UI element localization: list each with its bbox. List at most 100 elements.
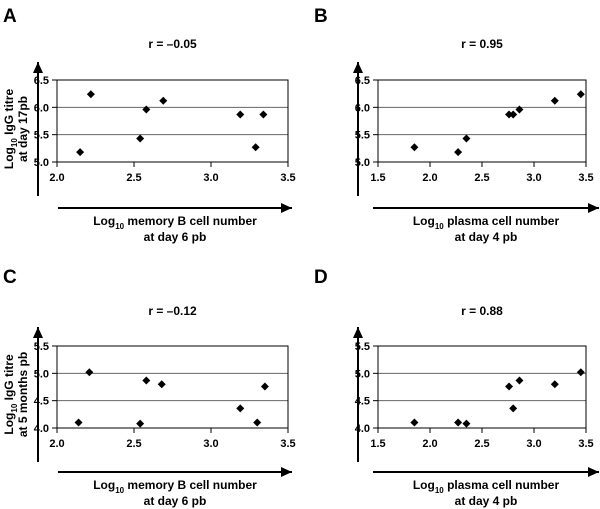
panel-b-data-point <box>509 110 518 119</box>
panel-a-xtick-label: 2.0 <box>49 172 64 184</box>
panel-b-data-point <box>410 143 419 152</box>
panel-a-xtick-label: 3.0 <box>203 172 218 184</box>
panel-a-ylabel: Log10 IgG titre at day 17pb <box>2 89 30 170</box>
panel-a-x-arrow <box>58 203 292 213</box>
panel-c-r-label: r = –0.12 <box>148 304 197 318</box>
panel-b-letter: B <box>314 6 328 27</box>
panel-c-data-point <box>142 376 151 385</box>
panel-b-xtick-label: 2.0 <box>422 172 437 184</box>
panel-c-data-point <box>260 382 269 391</box>
panel-a-data-point <box>136 134 145 143</box>
panel-c-data-point <box>74 418 83 427</box>
panel-c-xtick-label: 2.0 <box>49 438 64 450</box>
panel-b-ytick-label: 5.5 <box>355 130 370 142</box>
panel-d-xtick-label: 2.5 <box>474 438 489 450</box>
panel-b-xtick-label: 3.5 <box>578 172 593 184</box>
panel-a-xtick-label: 2.5 <box>126 172 141 184</box>
panel-b-xtick-label: 3.0 <box>526 172 541 184</box>
panel-d-data-point <box>462 419 471 428</box>
panel-d-x-arrow <box>373 467 599 477</box>
panel-a-data-point <box>76 148 85 157</box>
panel-d-xtick-label: 1.5 <box>370 438 385 450</box>
panel-a-data-point <box>142 105 151 114</box>
panel-c-data-point <box>136 419 145 428</box>
panel-d-xlabel-line2: at day 4 pb <box>455 494 518 508</box>
panel-b-xtick-label: 2.5 <box>474 172 489 184</box>
panel-b-data-point <box>550 96 559 105</box>
panel-b-y-arrow <box>353 62 363 196</box>
panel-d-data-point <box>576 368 585 377</box>
panel-d-data-point <box>509 404 518 413</box>
panel-b-plot-frame <box>377 79 587 163</box>
panel-b-data-point <box>462 134 471 143</box>
panel-a-xlabel-line2: at day 6 pb <box>144 230 207 244</box>
panel-c-ytick-label: 5.5 <box>34 341 49 353</box>
panel-b-xtick-label: 1.5 <box>370 172 385 184</box>
panel-c-data-point <box>236 404 245 413</box>
panel-d-y-arrow <box>353 327 363 462</box>
panel-b-ytick-label: 5.0 <box>355 157 370 169</box>
panel-c-x-arrow <box>58 467 292 477</box>
panel-b-xlabel-line2: at day 4 pb <box>455 230 518 244</box>
panel-d-ytick-label: 4.5 <box>355 396 370 408</box>
panel-d-xtick-label: 3.5 <box>578 438 593 450</box>
panel-a-ytick-label: 5.0 <box>34 157 49 169</box>
panel-a-ylabel-line2: at day 17pb <box>16 96 30 162</box>
panel-a-ytick-label: 6.0 <box>34 102 49 114</box>
panel-c-data-point <box>85 368 94 377</box>
panel-c-data-point <box>253 418 262 427</box>
panel-d-ytick-label: 5.0 <box>355 368 370 380</box>
panel-c-plot-frame <box>56 345 289 429</box>
panel-c-ylabel: Log10 IgG titre at 5 months pb <box>2 352 30 437</box>
panel-d-data-point <box>550 380 559 389</box>
panel-b-data-point <box>576 90 585 99</box>
panel-c-xlabel-line2: at day 6 pb <box>144 494 207 508</box>
panel-d-xtick-label: 2.0 <box>422 438 437 450</box>
panel-a-data-point <box>259 110 268 119</box>
panel-a-data-point <box>251 143 260 152</box>
panel-c-data-point <box>157 380 166 389</box>
panel-a-letter: A <box>3 6 17 27</box>
panel-a-plot-frame <box>56 79 289 163</box>
panel-d-xtick-label: 3.0 <box>526 438 541 450</box>
panel-a-ytick-label: 5.5 <box>34 130 49 142</box>
panel-b-ytick-label: 6.0 <box>355 102 370 114</box>
panel-a-ylabel-line1: Log10 IgG titre <box>2 89 19 170</box>
panel-a-data-point <box>159 96 168 105</box>
panel-c-ylabel-line1: Log10 IgG titre <box>2 354 19 435</box>
panel-d-ytick-label: 4.0 <box>355 423 370 435</box>
panel-b-data-point <box>515 105 524 114</box>
panel-a-data-point <box>86 90 95 99</box>
panel-d-r-label: r = 0.88 <box>461 304 503 318</box>
panel-a-ytick-label: 6.5 <box>34 75 49 87</box>
panel-c-letter: C <box>3 267 17 288</box>
panel-c-ytick-label: 4.5 <box>34 396 49 408</box>
panel-d-ytick-label: 5.5 <box>355 341 370 353</box>
panel-d-xlabel-line1: Log10 plasma cell number <box>413 478 560 495</box>
panel-b-ytick-label: 6.5 <box>355 75 370 87</box>
panel-a-y-arrow <box>33 62 43 196</box>
panel-c-ytick-label: 4.0 <box>34 423 49 435</box>
panel-c-ytick-label: 5.0 <box>34 368 49 380</box>
panel-a-data-point <box>236 110 245 119</box>
panel-c-xtick-label: 2.5 <box>126 438 141 450</box>
panel-c-xtick-label: 3.5 <box>280 438 295 450</box>
panel-c-y-arrow <box>33 327 43 462</box>
panel-b-data-point <box>454 148 463 157</box>
panel-a-xtick-label: 3.5 <box>280 172 295 184</box>
panel-a-r-label: r = –0.05 <box>148 37 197 51</box>
panel-d-data-point <box>454 418 463 427</box>
panel-d-letter: D <box>314 267 328 288</box>
panel-d-data-point <box>505 382 514 391</box>
panel-c-xtick-label: 3.0 <box>203 438 218 450</box>
panel-b-r-label: r = 0.95 <box>461 37 503 51</box>
panel-c-xlabel-line1: Log10 memory B cell number <box>93 478 257 495</box>
panel-d-data-point <box>410 418 419 427</box>
panel-b-data-point <box>505 110 514 119</box>
panel-d-data-point <box>515 376 524 385</box>
panel-c-ylabel-line2: at 5 months pb <box>16 352 30 437</box>
panel-b-x-arrow <box>373 203 599 213</box>
panel-a-xlabel-line1: Log10 memory B cell number <box>93 214 257 231</box>
panel-b-xlabel-line1: Log10 plasma cell number <box>413 214 560 231</box>
